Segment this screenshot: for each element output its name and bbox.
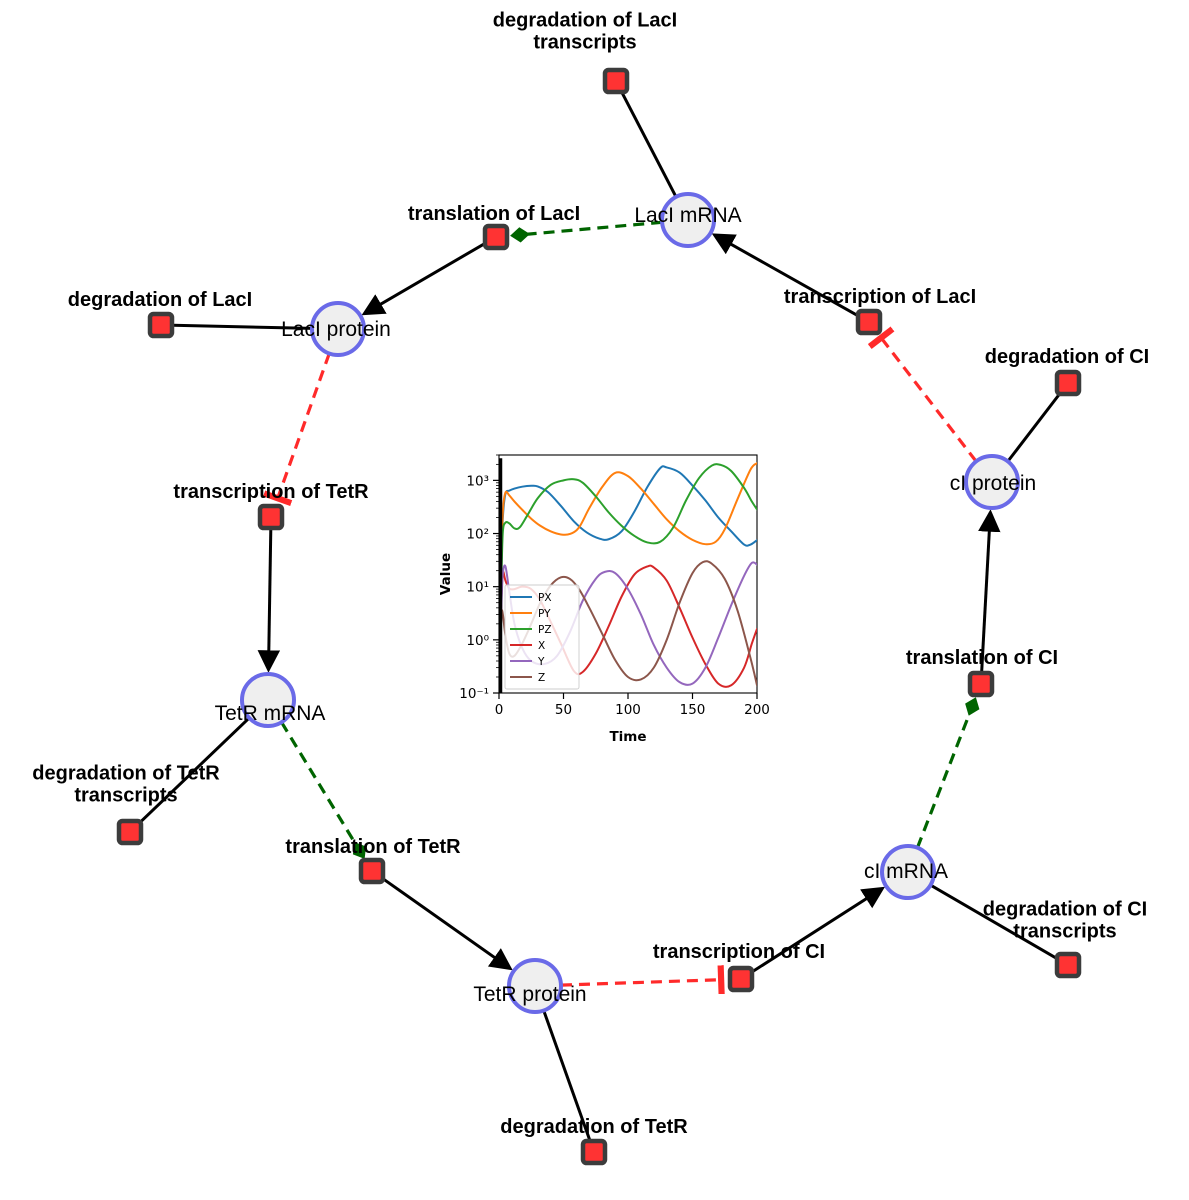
edge-modifier-inhibition bbox=[867, 326, 978, 463]
reaction-node-transcription_ci[interactable] bbox=[727, 965, 755, 993]
edge-reactant bbox=[542, 1009, 592, 1142]
edge-reactant bbox=[1006, 391, 1062, 463]
reaction-node-transcription_laci[interactable] bbox=[855, 308, 883, 336]
y-tick-label: 10¹ bbox=[466, 580, 489, 596]
reaction-node-deg_tetr[interactable] bbox=[580, 1138, 608, 1166]
x-tick-label: 50 bbox=[555, 702, 572, 718]
timecourse-plot-inset: 10⁻¹ 10⁰ 10¹ 10² 10³ 0 50 100 150 200 Time Value PX P… bbox=[435, 437, 769, 749]
series-line-PX bbox=[499, 465, 757, 641]
x-axis-label: Time bbox=[609, 729, 646, 745]
species-node-laci_protein[interactable] bbox=[310, 301, 366, 357]
edge-reactant bbox=[620, 90, 678, 198]
y-tick-label: 10³ bbox=[466, 473, 489, 489]
edge-reactant bbox=[929, 883, 1059, 961]
edge-product bbox=[361, 241, 487, 316]
edge-product bbox=[711, 233, 860, 318]
x-tick-label: 200 bbox=[744, 702, 769, 718]
legend-label-PY: PY bbox=[538, 608, 551, 620]
reaction-node-translation_tetr[interactable] bbox=[358, 857, 386, 885]
species-node-tetr_protein[interactable] bbox=[507, 958, 563, 1014]
nodes-layer bbox=[116, 67, 1082, 1166]
edge-product bbox=[380, 876, 513, 971]
edge-modifier-inhibition bbox=[263, 352, 331, 507]
edge-modifier-activation bbox=[510, 220, 663, 243]
y-tick-label: 10² bbox=[466, 527, 489, 543]
y-tick-label: 10⁻¹ bbox=[459, 686, 489, 702]
legend-label-Z: Z bbox=[538, 672, 545, 684]
reaction-node-deg_ci[interactable] bbox=[1054, 369, 1082, 397]
edge-product bbox=[978, 509, 1001, 673]
legend-label-Y: Y bbox=[537, 656, 545, 668]
edge-product bbox=[750, 886, 886, 974]
reaction-node-deg_tetr_transcripts[interactable] bbox=[116, 818, 144, 846]
species-node-ci_mrna[interactable] bbox=[880, 844, 936, 900]
edge-reactant bbox=[172, 323, 313, 330]
chart-legend bbox=[504, 584, 580, 690]
edge-modifier-activation bbox=[280, 721, 367, 859]
timecourse-plot: 10⁻¹ 10⁰ 10¹ 10² 10³ 0 50 100 150 200 Time Value PX P… bbox=[438, 454, 769, 745]
x-tick-label: 150 bbox=[680, 702, 706, 718]
edges-layer bbox=[137, 90, 1062, 1142]
series-line-PY bbox=[499, 462, 757, 641]
reaction-node-deg_laci_transcripts[interactable] bbox=[602, 67, 630, 95]
x-tick-label: 100 bbox=[615, 702, 641, 718]
y-axis-label: Value bbox=[438, 553, 454, 595]
edge-modifier-inhibition bbox=[560, 965, 725, 995]
x-tick-label: 0 bbox=[495, 702, 504, 718]
reaction-node-translation_laci[interactable] bbox=[482, 223, 510, 251]
reaction-node-deg_ci_transcripts[interactable] bbox=[1054, 951, 1082, 979]
edge-product bbox=[257, 528, 281, 673]
species-node-ci_protein[interactable] bbox=[964, 454, 1020, 510]
reaction-node-translation_ci[interactable] bbox=[967, 670, 995, 698]
legend-label-PZ: PZ bbox=[538, 624, 552, 636]
legend-label-PX: PX bbox=[538, 592, 552, 604]
reaction-node-deg_laci[interactable] bbox=[147, 311, 175, 339]
species-node-tetr_mrna[interactable] bbox=[240, 672, 296, 728]
y-tick-label: 10⁰ bbox=[466, 633, 489, 649]
species-node-laci_mrna[interactable] bbox=[660, 192, 716, 248]
series-line-PZ bbox=[499, 463, 757, 641]
legend-label-X: X bbox=[538, 640, 545, 652]
edge-reactant bbox=[137, 716, 251, 825]
edge-modifier-activation bbox=[915, 697, 980, 849]
series-line-Y bbox=[499, 561, 757, 693]
reaction-node-transcription_tetr[interactable] bbox=[257, 503, 285, 531]
